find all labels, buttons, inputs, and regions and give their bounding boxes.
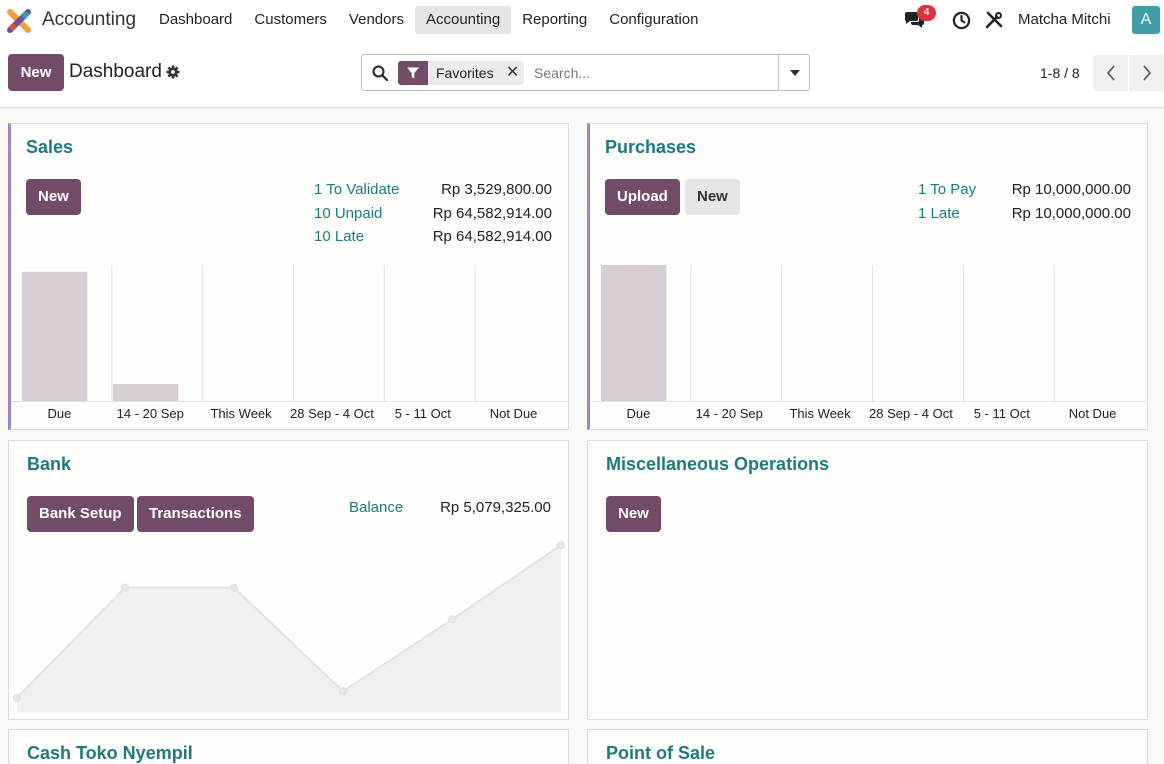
bank-chart-point-3[interactable]: [339, 687, 347, 696]
search-input[interactable]: [534, 63, 774, 83]
new-button[interactable]: New: [8, 54, 64, 91]
menu-customers[interactable]: Customers: [254, 11, 327, 28]
menu-dashboard[interactable]: Dashboard: [159, 11, 233, 28]
menu-vendors[interactable]: Vendors: [348, 11, 404, 28]
purchases-chart-tick-label-2: This Week: [789, 406, 851, 421]
chevron-left-icon: [1106, 65, 1115, 81]
bank-chart-point-5[interactable]: [557, 541, 565, 550]
bank-chart-area: [17, 545, 561, 712]
purchases-title[interactable]: Purchases: [605, 137, 697, 157]
bank-title[interactable]: Bank: [27, 454, 72, 474]
sales-chart-tick-label-2: This Week: [210, 406, 272, 421]
chevron-right-icon: [1142, 65, 1151, 81]
search-icon[interactable]: [372, 65, 388, 81]
clock-icon[interactable]: [952, 11, 971, 30]
app-name[interactable]: Accounting: [42, 9, 137, 30]
sales-chart-tick-label-0: Due: [47, 406, 71, 421]
purchases-chart-tick-label-0: Due: [626, 406, 650, 421]
user-name[interactable]: Matcha Mitchi: [1018, 11, 1111, 28]
misc-new-button[interactable]: New: [606, 496, 661, 532]
chat-badge: 4: [917, 5, 936, 21]
purchases-chart-tick-label-3: 28 Sep - 4 Oct: [869, 406, 953, 421]
purchases-bar-chart[interactable]: Due 14 - 20 Sep This Week 28 Sep - 4 Oct 5 -…: [590, 265, 1148, 430]
bank-transactions-button[interactable]: Transactions: [137, 496, 254, 532]
purchases-upload-button[interactable]: Upload: [605, 179, 680, 215]
sales-journal-card: Sales New 1 To Validate Rp 3,529,800.00 …: [8, 123, 569, 430]
facet-remove-icon[interactable]: ✕: [505, 64, 520, 81]
purchases-to-pay-amount: Rp 10,000,000.00: [1011, 181, 1131, 198]
sales-unpaid-link[interactable]: 10 Unpaid: [314, 205, 383, 222]
bank-chart-series-line: [16, 544, 562, 699]
search-facet: Favorites ✕: [398, 61, 524, 85]
sales-chart-tick-label-5: Not Due: [490, 406, 538, 421]
pos-title[interactable]: Point of Sale: [606, 743, 716, 763]
sales-chart-tick-label-1: 14 - 20 Sep: [117, 406, 184, 421]
menu-configuration[interactable]: Configuration: [609, 11, 699, 28]
search-bar: Favorites ✕: [361, 54, 810, 91]
bank-chart-point-1[interactable]: [121, 583, 129, 592]
sales-late-amount: Rp 64,582,914.00: [432, 228, 552, 245]
caret-down-icon: [789, 69, 800, 76]
accounting-logo-icon[interactable]: [7, 9, 31, 33]
bank-setup-button[interactable]: Bank Setup: [27, 496, 134, 532]
sales-bar-chart[interactable]: Due 14 - 20 Sep This Week 28 Sep - 4 Oct 5 -…: [11, 265, 569, 430]
main-menu: Dashboard Customers Vendors Accounting R…: [148, 6, 709, 34]
pos-journal-card: Point of Sale: [587, 729, 1148, 764]
misc-operations-card: Miscellaneous Operations New: [587, 440, 1148, 720]
avatar[interactable]: A: [1132, 6, 1160, 34]
menu-reporting[interactable]: Reporting: [522, 11, 588, 28]
cash-journal-card: Cash Toko Nyempil: [8, 729, 569, 764]
purchases-journal-card: Purchases Upload New 1 To Pay Rp 10,000,…: [587, 123, 1148, 430]
menu-accounting[interactable]: Accounting: [414, 6, 512, 34]
sales-chart-bar-1[interactable]: [112, 384, 179, 401]
sales-new-button[interactable]: New: [26, 179, 81, 215]
pager-next-button[interactable]: [1129, 55, 1164, 91]
sales-title[interactable]: Sales: [26, 137, 74, 157]
tools-icon[interactable]: [984, 10, 1004, 30]
purchases-chart-tick-label-5: Not Due: [1069, 406, 1117, 421]
bank-balance-line-chart[interactable]: [9, 541, 569, 713]
sales-chart-tick-label-4: 5 - 11 Oct: [395, 406, 452, 421]
bank-balance-label[interactable]: Balance: [349, 499, 404, 516]
cash-title[interactable]: Cash Toko Nyempil: [27, 743, 193, 763]
purchases-late-amount: Rp 10,000,000.00: [1011, 205, 1131, 222]
bank-chart-point-4[interactable]: [448, 615, 456, 624]
page-title: Dashboard: [69, 61, 162, 82]
bank-journal-card: Bank Bank Setup Transactions Balance Rp …: [8, 440, 569, 720]
pager-value[interactable]: 1-8 / 8: [1040, 65, 1080, 81]
purchases-chart-tick-label-1: 14 - 20 Sep: [696, 406, 763, 421]
sales-chart-bar-0[interactable]: [22, 271, 88, 401]
gear-icon[interactable]: [166, 65, 180, 79]
search-options-toggle[interactable]: [778, 55, 810, 90]
pager-previous-button[interactable]: [1093, 55, 1128, 91]
control-panel: New Dashboard Favorites ✕ 1-8 / 8: [0, 40, 1164, 108]
sales-to-validate-link[interactable]: 1 To Validate: [314, 181, 400, 198]
purchases-late-link[interactable]: 1 Late: [918, 205, 960, 222]
bank-balance-amount: Rp 5,079,325.00: [440, 499, 551, 516]
purchases-chart-bar-0[interactable]: [601, 265, 667, 401]
bank-chart-point-0[interactable]: [13, 693, 21, 702]
sales-chart-tick-label-3: 28 Sep - 4 Oct: [290, 406, 374, 421]
filter-icon: [398, 61, 428, 85]
facet-label: Favorites: [436, 65, 494, 81]
sales-unpaid-amount: Rp 64,582,914.00: [432, 205, 552, 222]
purchases-new-button[interactable]: New: [685, 179, 740, 215]
sales-to-validate-amount: Rp 3,529,800.00: [441, 181, 552, 198]
purchases-chart-tick-label-4: 5 - 11 Oct: [974, 406, 1031, 421]
misc-title[interactable]: Miscellaneous Operations: [606, 454, 830, 474]
bank-chart-point-2[interactable]: [230, 583, 238, 592]
purchases-to-pay-link[interactable]: 1 To Pay: [918, 181, 977, 198]
top-navbar: Accounting Dashboard Customers Vendors A…: [0, 0, 1164, 40]
sales-late-link[interactable]: 10 Late: [314, 228, 365, 245]
